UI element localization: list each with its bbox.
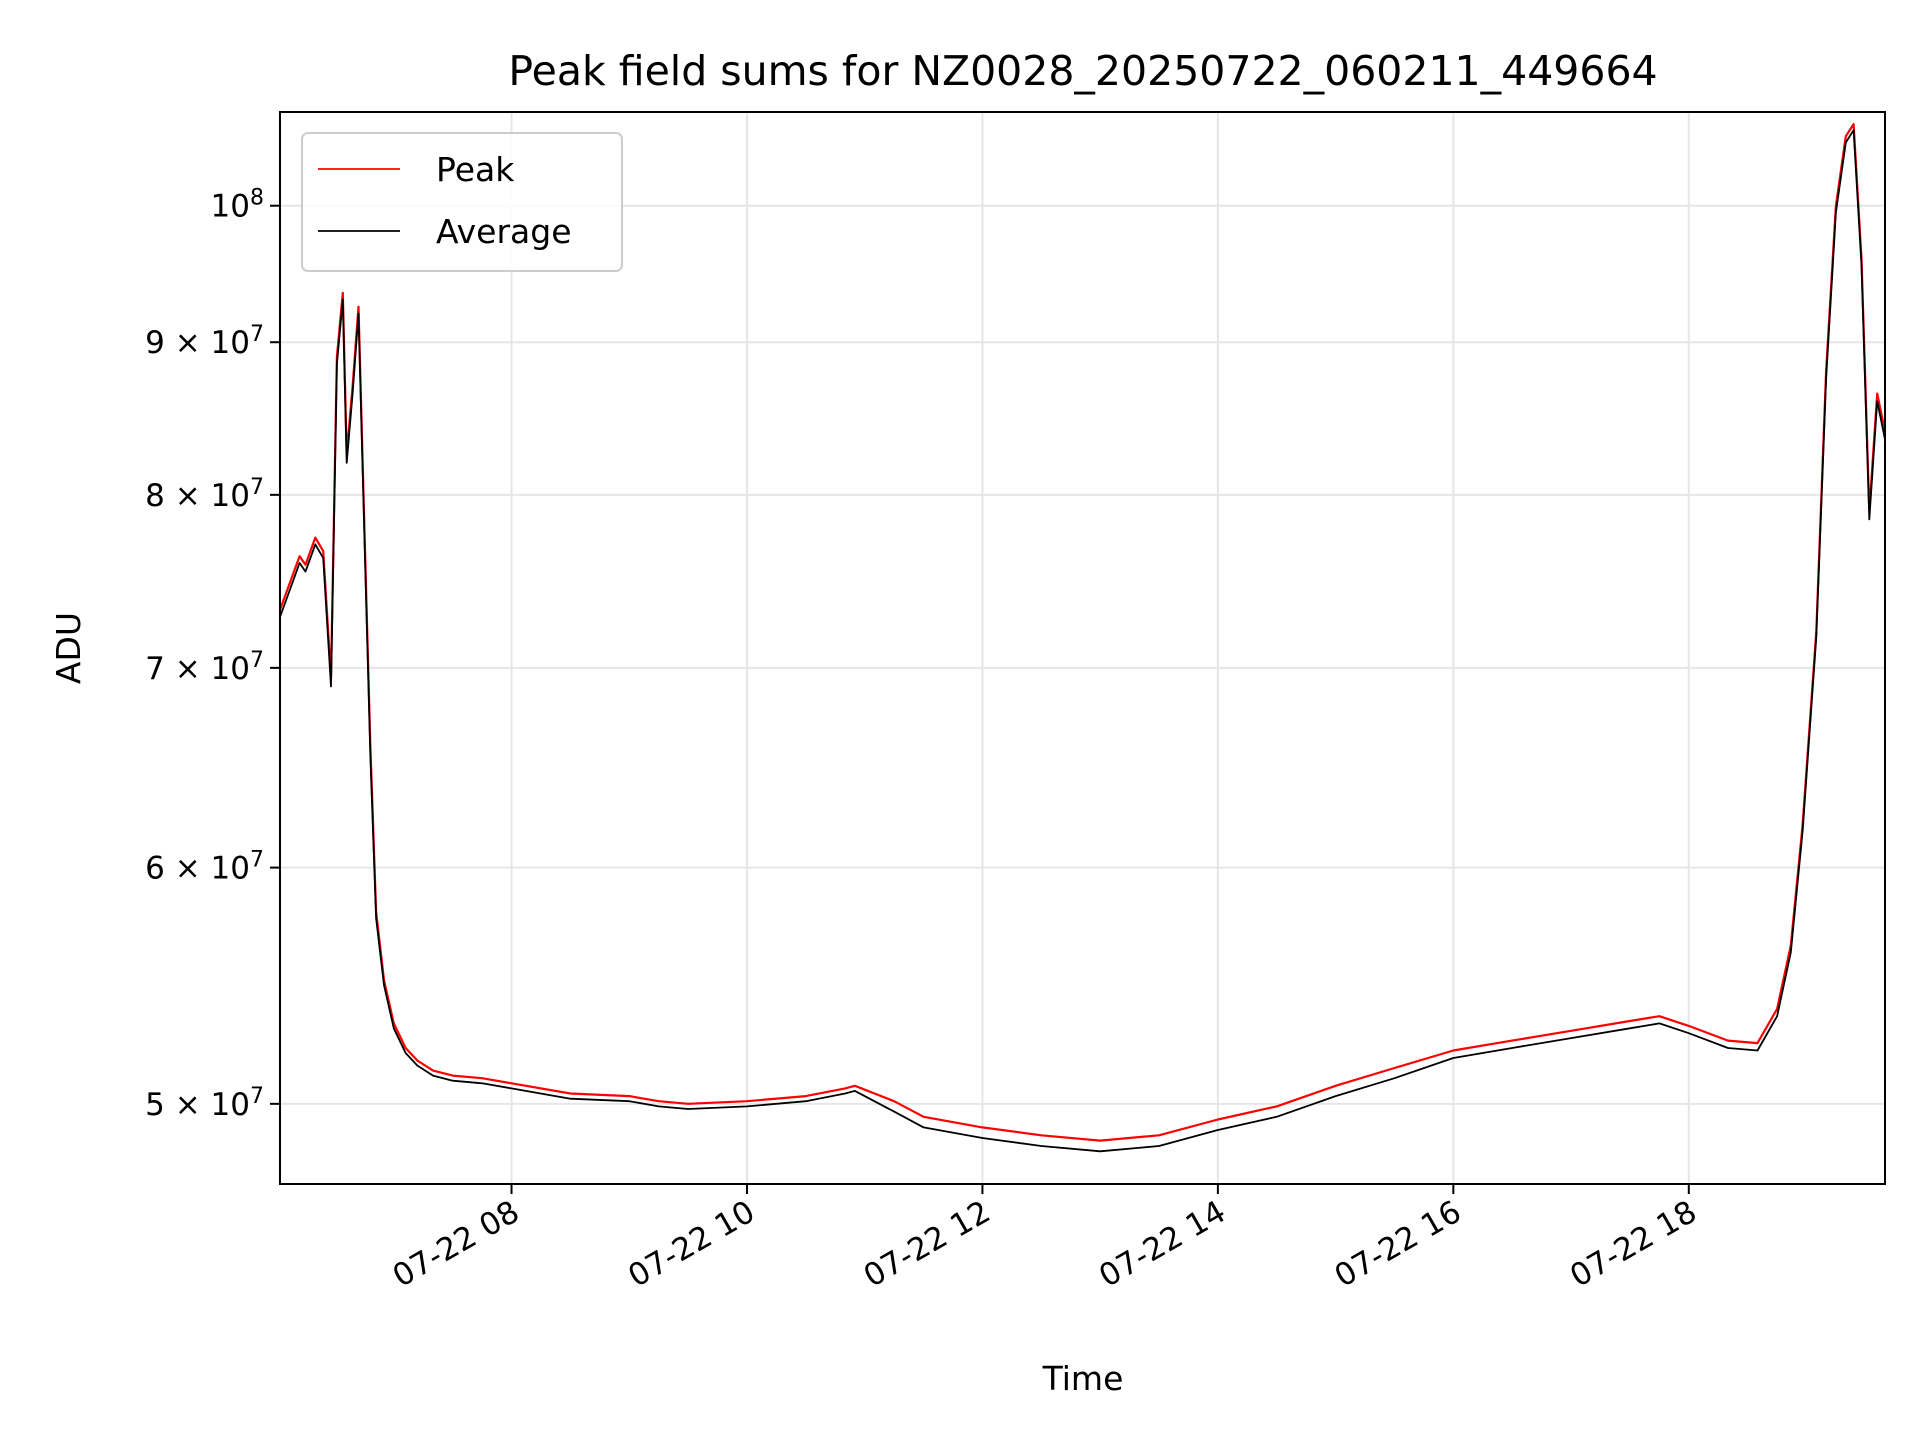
legend-label-peak: Peak: [436, 150, 515, 189]
grid-layer: [280, 112, 1885, 1184]
series-layer: [278, 123, 1887, 1153]
y-tick-label: 108: [211, 185, 264, 225]
legend: Peak Average: [301, 132, 623, 272]
series-line-average: [279, 129, 1886, 1153]
legend-box: [301, 132, 623, 272]
y-tick-label: 5 × 107: [145, 1083, 264, 1123]
y-tick-label: 9 × 107: [145, 322, 264, 362]
plot-frame: [279, 111, 1886, 1185]
y-tick-label: 7 × 107: [145, 647, 264, 687]
legend-label-average: Average: [436, 212, 572, 251]
x-axis-title: Time: [1042, 1359, 1124, 1398]
chart-title: Peak field sums for NZ0028_20250722_0602…: [508, 47, 1657, 95]
y-tick-label: 6 × 107: [145, 847, 264, 887]
y-tick-label: 8 × 107: [145, 474, 264, 514]
y-axis-title: ADU: [49, 612, 88, 684]
